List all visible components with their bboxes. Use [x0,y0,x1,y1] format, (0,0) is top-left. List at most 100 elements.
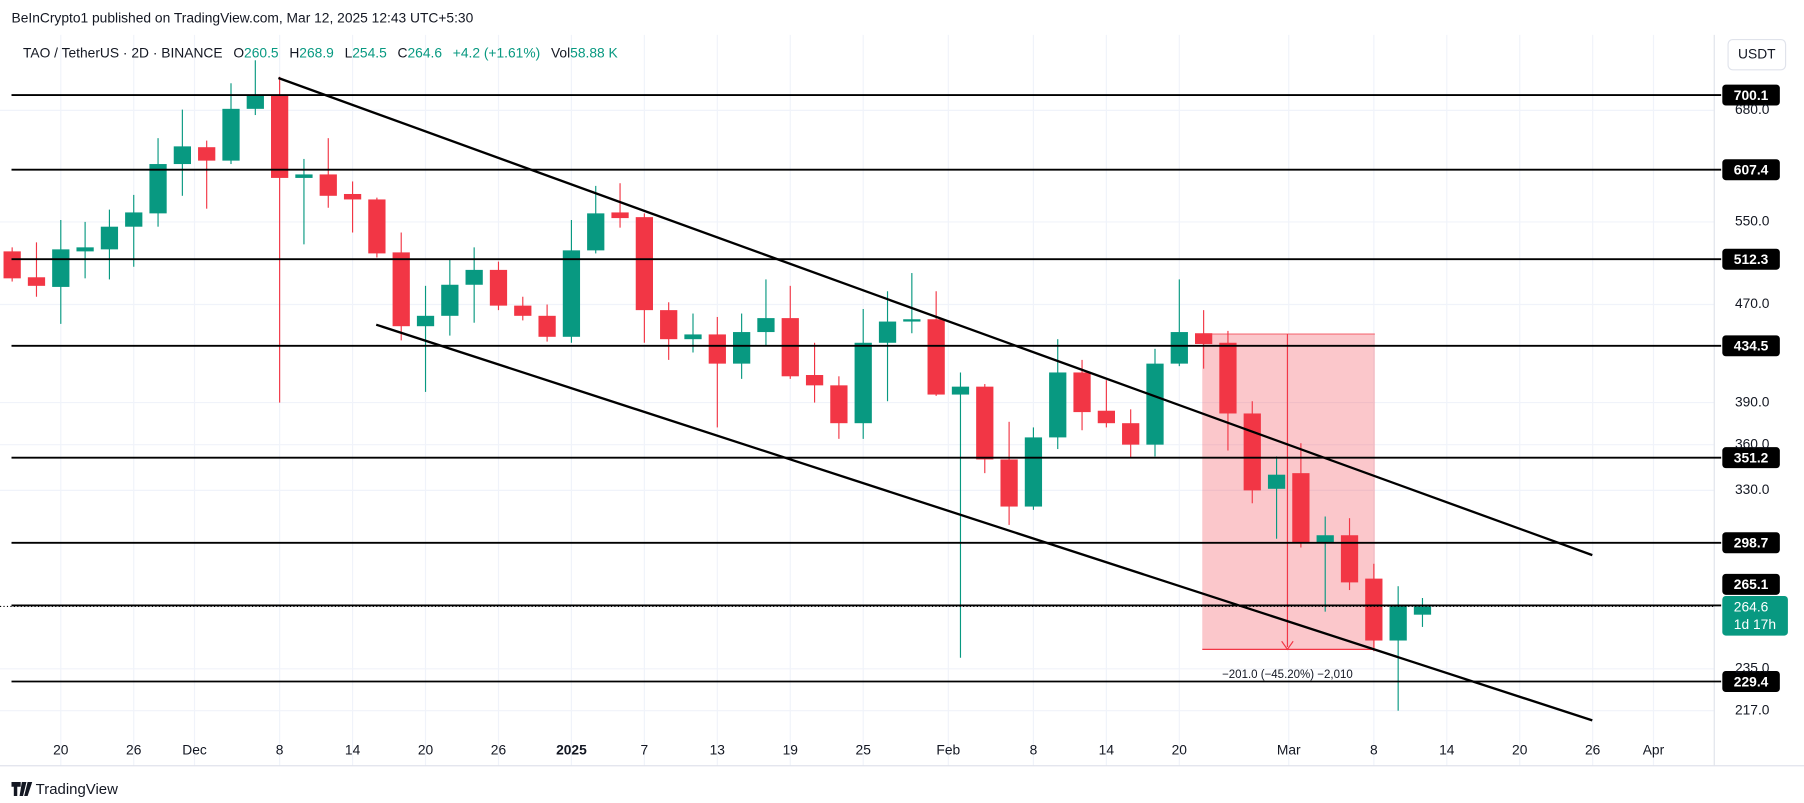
level-label-box [1722,447,1780,469]
volume: 58.88 K [570,44,618,60]
level-label: 434.5 [1734,338,1769,354]
candle-body [708,334,726,364]
attribution: BeInCrypto1 published on TradingView.com… [12,9,474,25]
logo [11,782,33,797]
candle-body [1195,333,1213,344]
candle-body [198,147,216,161]
candle-body [757,318,775,333]
candle-body [246,95,264,109]
candle-body [343,193,362,200]
x-tick-label: 8 [276,741,284,757]
candle-body [392,252,410,327]
x-tick-label: 26 [1585,741,1601,757]
watermark-text: TradingView [36,781,118,798]
candle-body [903,319,921,322]
x-tick-label: 26 [126,741,142,757]
measure-arrowhead [1281,640,1294,651]
candles [3,60,1432,711]
x-tick-label: 13 [710,741,726,757]
y-tick-label: 330.0 [1735,481,1770,497]
level-label-box [1722,671,1780,692]
measure-label: −201.0 (−45.20%) −2,010 [1222,669,1353,681]
x-tick-label: 8 [1370,741,1378,757]
candle-body [611,212,629,219]
candle-body [1122,423,1140,445]
candle-body [76,247,94,252]
candle-body [1000,459,1018,507]
level-label: 265.1 [1734,576,1769,592]
candle-body [489,269,508,306]
open-value: 260.5 [244,44,279,60]
candle-body [1413,606,1432,615]
y-tick-label: 470.0 [1735,295,1770,311]
x-tick-label: 26 [491,741,507,757]
level-label: 351.2 [1734,449,1769,465]
candle-body [635,217,653,311]
currency[interactable]: USDT [1738,45,1776,61]
x-tick-label: 20 [418,741,434,757]
x-tick-label: 14 [1439,741,1455,757]
x-tick-label: Dec [182,741,207,757]
x-tick-label: 20 [1172,741,1188,757]
candle-body [1097,410,1115,424]
y-tick-label: 360.0 [1735,435,1770,451]
x-tick-label: 20 [53,741,69,757]
candle-body [271,95,289,178]
candle-body [1024,437,1043,507]
candle-body [951,386,970,395]
candle-body [514,305,532,316]
candle-body [1292,473,1310,543]
level-label-box [1722,159,1780,181]
y-tick-label: 390.0 [1735,393,1770,409]
x-tick-label: 8 [1030,741,1038,757]
axes: 680.0 550.0 470.0 390.0 360.0 330.0 235.0 217.0… [53,101,1770,757]
close-label: C [398,44,408,60]
x-tick-label: Apr [1643,741,1665,757]
candle-body [1267,474,1286,489]
x-tick-label: 19 [783,741,799,757]
x-tick-label: Feb [936,741,960,757]
high-label: H [289,44,299,60]
currency-button[interactable] [1727,38,1787,71]
candle-body [100,226,119,250]
candle-body [976,386,994,460]
candle-body [52,249,70,287]
y-tick-label: 550.0 [1735,213,1770,229]
open-label: O [233,44,244,60]
candle-body [830,385,848,424]
candle-body [1365,578,1383,641]
level-label: 700.1 [1734,87,1769,103]
close-value: 264.6 [408,44,443,60]
candle-body [538,315,556,337]
y-tick-label: 235.0 [1735,659,1770,675]
x-tick-label: 14 [345,741,361,757]
symbol-legend: TAO / TetherUS · 2D · BINANCE O260.5 H 26… [23,44,618,60]
candle-body [927,319,945,395]
candle-body [149,164,167,214]
candle-body [1049,372,1067,438]
lower-trendline [375,323,1593,722]
level-label-box [1722,532,1780,554]
x-tick-label: 20 [1512,741,1528,757]
watermark: TradingView [11,781,118,798]
candle-body [587,213,605,251]
candle-body [878,321,897,343]
candle-body [562,250,581,337]
x-tick-label: 14 [1099,741,1115,757]
countdown: 1d 17h [1734,616,1776,632]
level-label-box [1722,248,1780,270]
candle-body [125,212,143,227]
level-label-box [1722,335,1780,357]
levels: 700.1 607.4 512.3 434.5 351.2 298.7 265.1 229.4… [0,84,1788,692]
candle-body [1316,535,1334,543]
candle-body [368,199,386,254]
level-label: 607.4 [1734,162,1769,178]
volume-label: Vol [551,44,570,60]
symbol: TAO / TetherUS · 2D · BINANCE [23,44,223,60]
candle-body [173,146,191,165]
candle-body [27,277,46,286]
candle-body [1340,535,1359,583]
candle-body [222,108,240,161]
level-label-box [1722,573,1780,595]
